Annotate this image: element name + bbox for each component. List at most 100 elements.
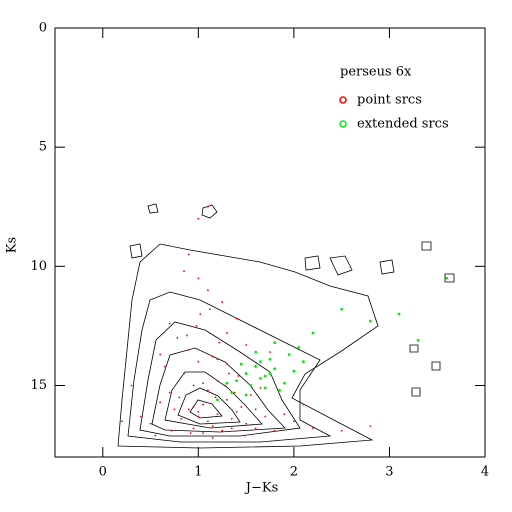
point xyxy=(189,432,192,435)
point xyxy=(273,429,276,432)
point xyxy=(211,437,214,439)
point xyxy=(216,413,219,415)
point xyxy=(240,406,243,408)
y-tick-label: 15 xyxy=(30,378,47,393)
y-tick-label: 10 xyxy=(30,259,47,274)
point xyxy=(282,381,286,385)
point xyxy=(254,408,257,411)
contour xyxy=(431,361,441,371)
point xyxy=(264,415,267,418)
point xyxy=(259,376,262,380)
point xyxy=(263,374,267,378)
point xyxy=(230,391,234,395)
x-axis-label: J−Ks xyxy=(244,481,279,496)
point xyxy=(263,386,267,390)
point xyxy=(130,384,133,387)
point xyxy=(211,356,214,358)
y-tick-label: 0 xyxy=(39,21,47,36)
point xyxy=(226,363,228,365)
contour xyxy=(129,243,143,259)
point xyxy=(302,360,305,364)
point xyxy=(368,319,372,323)
point xyxy=(259,386,262,389)
legend-label: extended srcs xyxy=(357,117,449,132)
contour xyxy=(117,243,379,449)
point xyxy=(197,360,200,363)
point xyxy=(235,317,238,320)
point xyxy=(254,427,257,430)
point xyxy=(178,396,181,399)
point xyxy=(237,375,240,377)
legend-title: perseus 6x xyxy=(340,65,412,80)
contour xyxy=(189,399,223,419)
point xyxy=(311,331,315,335)
point xyxy=(195,325,198,327)
contour xyxy=(421,241,432,251)
point xyxy=(197,410,200,413)
point xyxy=(187,408,190,411)
point xyxy=(312,427,314,430)
point xyxy=(206,289,209,292)
point xyxy=(369,425,372,427)
point xyxy=(273,341,277,344)
point xyxy=(297,345,301,349)
point xyxy=(192,406,195,408)
point xyxy=(340,307,344,311)
point xyxy=(221,301,224,303)
contour xyxy=(411,387,421,397)
point xyxy=(192,427,195,430)
point xyxy=(173,408,176,411)
point xyxy=(273,367,277,371)
point xyxy=(216,358,219,361)
point xyxy=(216,379,219,382)
point xyxy=(230,417,233,420)
point xyxy=(226,332,228,334)
point xyxy=(205,422,207,425)
point xyxy=(149,422,152,425)
point xyxy=(397,312,401,316)
point xyxy=(214,396,217,399)
point xyxy=(199,313,202,315)
point xyxy=(292,369,296,373)
point xyxy=(197,217,200,220)
point xyxy=(224,384,226,387)
point xyxy=(244,372,248,375)
x-tick-label: 3 xyxy=(385,465,393,480)
point xyxy=(269,351,271,354)
x-tick-label: 0 xyxy=(99,465,107,480)
point xyxy=(268,372,272,375)
point xyxy=(230,427,233,430)
x-tick-label: 4 xyxy=(481,465,489,480)
density-contours xyxy=(117,203,455,449)
point xyxy=(225,381,229,385)
point xyxy=(120,420,123,423)
legend-marker xyxy=(339,96,347,104)
point xyxy=(211,425,214,427)
point xyxy=(235,410,238,413)
point xyxy=(197,415,200,418)
point xyxy=(221,429,224,432)
point xyxy=(233,391,236,394)
contour xyxy=(201,204,218,219)
point xyxy=(159,401,162,404)
point xyxy=(235,379,238,383)
point xyxy=(183,270,185,272)
point xyxy=(208,308,211,311)
point xyxy=(216,398,219,402)
point xyxy=(302,403,305,406)
point xyxy=(245,344,248,346)
point xyxy=(170,429,173,432)
point xyxy=(197,277,200,280)
point xyxy=(180,417,183,420)
contour xyxy=(147,203,159,214)
point xyxy=(226,398,228,401)
contour xyxy=(329,255,353,276)
point xyxy=(445,276,449,280)
point xyxy=(176,336,179,339)
point xyxy=(292,420,295,423)
point xyxy=(244,393,248,397)
point xyxy=(183,372,185,375)
point xyxy=(159,353,162,356)
point xyxy=(187,253,190,256)
point xyxy=(206,389,209,392)
